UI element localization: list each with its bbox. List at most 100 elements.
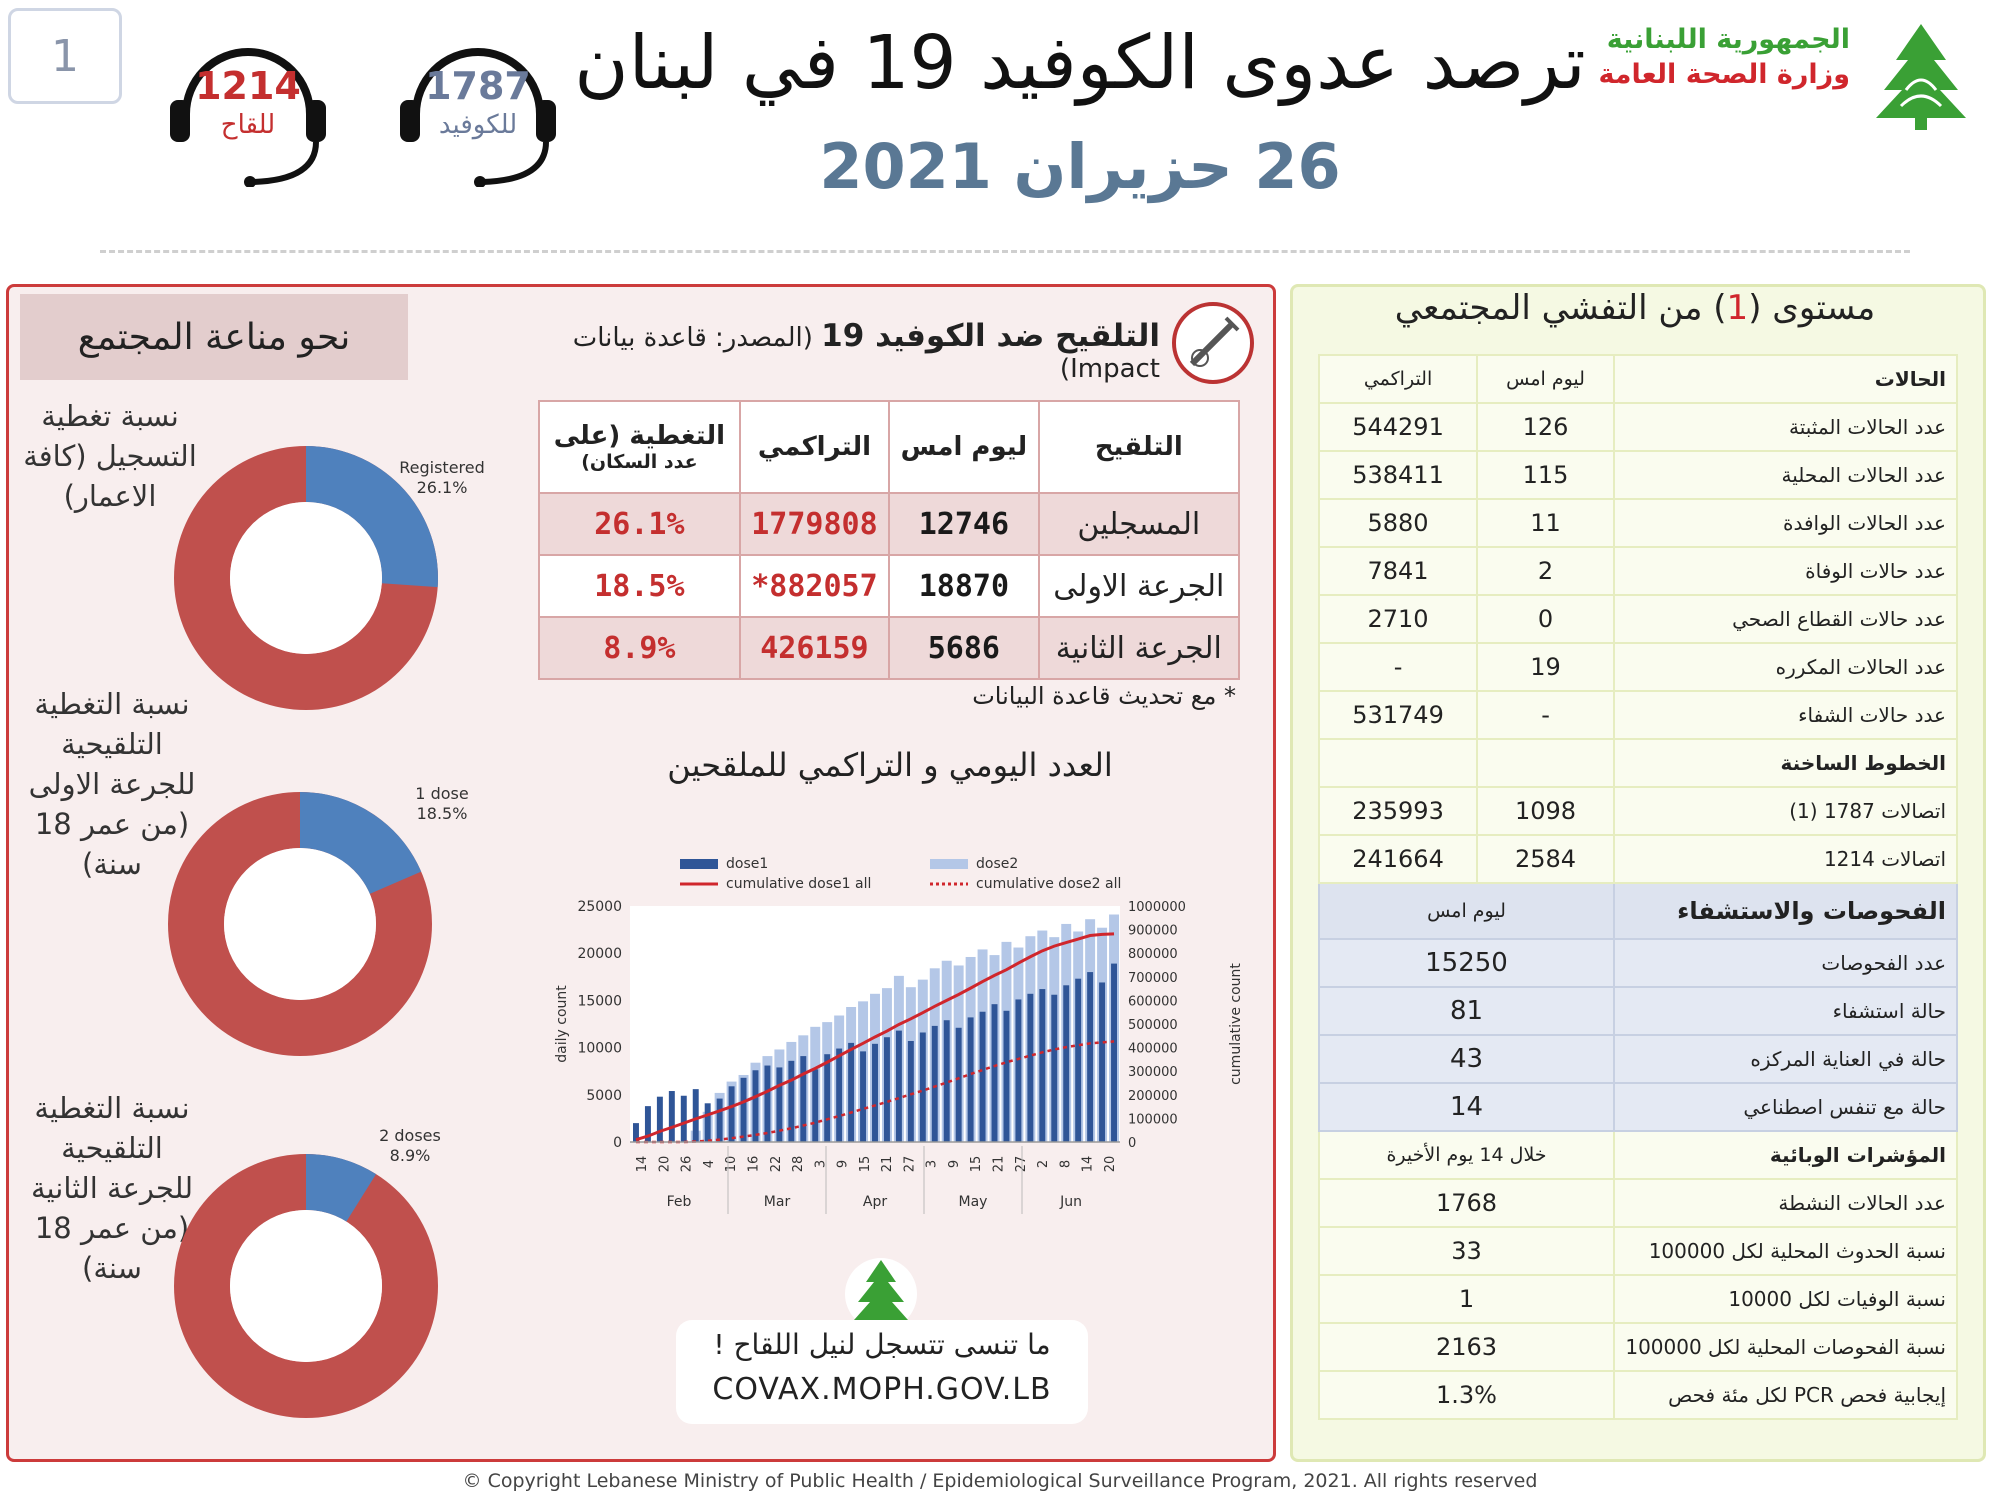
row-cumulative: 5880 <box>1317 498 1479 548</box>
bar-dose1 <box>883 1037 890 1142</box>
bar-dose1 <box>633 1123 639 1142</box>
table-row: المسجلين 12746 1779808 26.1% <box>538 492 1241 556</box>
row-label: حالة استشفاء <box>1613 986 1958 1036</box>
tests-header-row: الفحوصات والاستشفاء ليوم امس <box>1318 882 1958 940</box>
y2-tick-label: 500000 <box>1128 1018 1178 1033</box>
bar-dose1 <box>991 1004 998 1142</box>
row-label: نسبة الحدوث المحلية لكل 100000 <box>1613 1226 1958 1276</box>
col-yesterday: ليوم امس <box>1476 354 1615 404</box>
row-cumulative: 1779808 <box>738 492 891 556</box>
x-tick-label: 20 <box>657 1156 672 1173</box>
donut-covered-arc <box>168 792 432 1056</box>
bar-dose1 <box>895 1030 902 1142</box>
donut-hole <box>224 848 376 1000</box>
vaccination-title: التلقيح ضد الكوفيد 19 <box>821 318 1160 354</box>
bar-dose1 <box>848 1042 855 1142</box>
page-number: 1 <box>8 8 122 104</box>
ministry-label: وزارة الصحة العامة <box>1598 59 1850 90</box>
indicators-period: خلال 14 يوم الأخيرة <box>1318 1130 1615 1180</box>
row-type: الجرعة الاولى <box>1037 554 1241 618</box>
bar-dose1 <box>1039 989 1046 1142</box>
x-tick-label: 15 <box>858 1156 873 1173</box>
x-tick-label: 27 <box>902 1156 917 1173</box>
table-row: عدد الحالات الوافدة 11 5880 <box>1317 498 1958 548</box>
donut-covered-arc <box>174 446 438 710</box>
row-label: عدد حالات القطاع الصحي <box>1613 594 1958 644</box>
row-value: 81 <box>1318 986 1615 1036</box>
row-value: 43 <box>1318 1034 1615 1084</box>
bar-dose1 <box>943 1020 950 1142</box>
col-yesterday: ليوم امس <box>1318 882 1615 940</box>
bar-dose1 <box>1099 982 1106 1142</box>
table-footnote: * مع تحديث قاعدة البيانات <box>972 682 1236 710</box>
legend-label: dose2 <box>976 856 1018 872</box>
bar-dose1 <box>1111 963 1117 1142</box>
col-cumulative: التراكمي <box>738 400 891 494</box>
tests-header: الفحوصات والاستشفاء <box>1613 882 1958 940</box>
row-value: 1 <box>1318 1274 1615 1324</box>
copyright: © Copyright Lebanese Ministry of Public … <box>462 1470 1538 1492</box>
table-row: عدد حالات الوفاة 2 7841 <box>1317 546 1958 596</box>
row-cumulative: - <box>1317 642 1479 692</box>
row-label: نسبة الوفيات لكل 10000 <box>1613 1274 1958 1324</box>
hotlines-header-row: الخطوط الساخنة <box>1317 738 1958 788</box>
y2-tick-label: 400000 <box>1128 1042 1178 1057</box>
bar-dose1 <box>1087 972 1094 1142</box>
row-value: 33 <box>1318 1226 1615 1276</box>
row-label: عدد حالات الشفاء <box>1613 690 1958 740</box>
report-date: 26 حزيران 2021 <box>819 130 1341 203</box>
row-yesterday: 12746 <box>888 492 1040 556</box>
donut-chart-registered <box>174 446 438 710</box>
bar-dose1 <box>752 1070 759 1142</box>
bar-dose1 <box>919 1032 926 1142</box>
bar-dose1 <box>680 1095 687 1142</box>
hotline-covid[interactable]: 1787 للكوفيد <box>388 22 568 188</box>
donut-chart-dose2 <box>174 1154 438 1418</box>
legend-label: cumulative dose1 all <box>726 876 871 892</box>
row-label: إيجابية فحص PCR لكل مئة فحص <box>1613 1370 1958 1420</box>
y2-tick-label: 800000 <box>1128 947 1178 962</box>
surveillance-table: الحالات ليوم امس التراكمي عدد الحالات ال… <box>1317 354 1958 1420</box>
registration-link[interactable]: COVAX.MOPH.GOV.LB <box>712 1372 1052 1407</box>
row-cumulative: 882057* <box>738 554 891 618</box>
x-tick-label: 3 <box>925 1160 940 1168</box>
legend-swatch <box>680 859 718 869</box>
line-cumulative-dose1 <box>635 932 1115 1142</box>
x-tick-label: 22 <box>769 1156 784 1173</box>
x-tick-label: 21 <box>880 1156 895 1173</box>
vaccination-heading: التلقيح ضد الكوفيد 19 (المصدر: قاعدة بيا… <box>500 318 1160 384</box>
table-row: عدد الحالات المحلية 115 538411 <box>1317 450 1958 500</box>
x-tick-label: 2 <box>1036 1160 1051 1168</box>
donut-tag-name: 1 dose <box>415 784 469 803</box>
row-value: 15250 <box>1318 938 1615 988</box>
row-label: عدد الحالات الوافدة <box>1613 498 1958 548</box>
y2-tick-label: 0 <box>1128 1136 1136 1151</box>
hotline-label: للكوفيد <box>438 110 518 140</box>
donut-tag-name: Registered <box>399 458 485 477</box>
cedar-logo-icon <box>845 1258 917 1330</box>
level-title-post: ) من التفشي المجتمعي <box>1394 288 1727 328</box>
y-tick-label: 5000 <box>586 1088 622 1104</box>
row-yesterday: 19 <box>1476 642 1615 692</box>
bar-dose1 <box>788 1060 795 1142</box>
bar-dose1 <box>704 1103 711 1142</box>
donut-covered-arc <box>174 1154 438 1418</box>
y-tick-label: 10000 <box>577 1041 622 1057</box>
table-row: حالة مع تنفس اصطناعي 14 <box>1318 1082 1958 1132</box>
donut-tag-value: 26.1% <box>416 478 468 497</box>
bar-dose1 <box>872 1043 878 1142</box>
table-row: نسبة الفحوصات المحلية لكل 100000 2163 <box>1318 1322 1958 1372</box>
row-yesterday: 1098 <box>1476 786 1615 836</box>
hotline-vaccine[interactable]: 1214 للقاح <box>158 22 338 188</box>
x-tick-label: 20 <box>1103 1156 1118 1173</box>
table-row: عدد الحالات النشطة 1768 <box>1318 1178 1958 1228</box>
bar-dose1 <box>967 1017 974 1142</box>
bar-dose1 <box>1075 978 1082 1142</box>
vaccine-syringe-icon <box>1172 302 1254 384</box>
row-yesterday: 2584 <box>1476 834 1615 884</box>
bar-dose1 <box>955 1027 962 1142</box>
x-tick-label: 14 <box>635 1156 650 1173</box>
table-row: اتصالات 1787 (1) 1098 235993 <box>1317 786 1958 836</box>
bar-dose1 <box>1015 999 1022 1142</box>
x-month-label: May <box>959 1194 988 1210</box>
